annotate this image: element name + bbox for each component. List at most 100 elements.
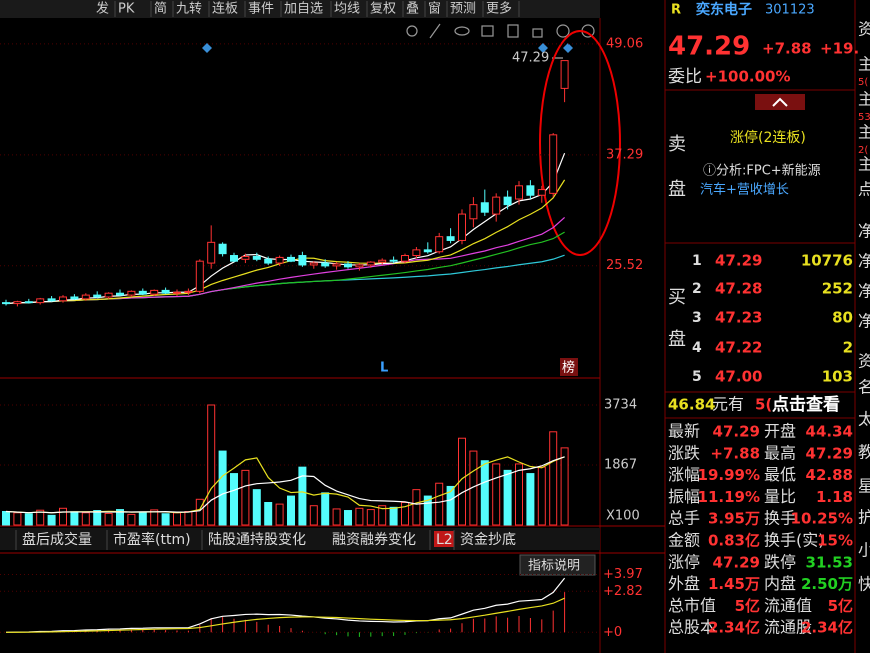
bid-volume: 252	[822, 280, 853, 298]
icon	[532, 28, 543, 38]
volume-bar	[366, 509, 375, 526]
candle-body	[36, 298, 45, 304]
toolbar-button[interactable]: 九转	[176, 2, 202, 17]
dea-line	[5, 597, 565, 633]
volume-bar	[560, 447, 569, 526]
event-markers	[202, 43, 573, 53]
tab[interactable]: 资金抄底	[460, 532, 516, 548]
toolbar-button[interactable]: 事件	[248, 2, 274, 17]
candle-body	[275, 256, 284, 264]
candle-body	[161, 289, 170, 294]
candle-body	[138, 290, 147, 295]
volume-bar	[537, 466, 546, 526]
candle-body	[435, 236, 444, 253]
toolbar-button[interactable]: PK	[118, 2, 135, 17]
stat-value: 44.34	[806, 423, 853, 441]
side-text: 名	[858, 378, 870, 397]
volume-bar	[70, 511, 79, 526]
toolbar-button[interactable]: 连板	[212, 1, 238, 17]
volume-bar	[298, 466, 307, 526]
side-text: 教	[858, 443, 870, 462]
volume-bar	[355, 507, 364, 526]
stat-value: 10.25%	[791, 510, 853, 528]
candle-body	[241, 255, 250, 260]
indicator-button[interactable]: 指标说明	[528, 559, 580, 574]
stat-label: 涨跌	[668, 443, 700, 462]
volume-bar	[435, 482, 444, 526]
flag: R	[671, 3, 681, 18]
analysis2: 汽车+营收增长	[700, 182, 789, 198]
stat-label: 开盘	[764, 422, 796, 441]
price-tick-label: 25.52	[606, 258, 643, 273]
analysis: ⓘ分析:FPC+新能源	[703, 163, 821, 179]
tab[interactable]: L2	[436, 532, 453, 548]
tab[interactable]: 陆股通持股变化	[208, 532, 306, 548]
toolbar-button[interactable]: 均线	[334, 2, 360, 17]
indicator-btn-bg[interactable]	[519, 554, 596, 576]
toolbar-button[interactable]: 更多	[486, 1, 512, 17]
toolbar-button[interactable]: 加自选	[284, 2, 323, 17]
volume-bar	[389, 506, 398, 526]
expand-button[interactable]	[755, 94, 805, 110]
stat-label: 内盘	[764, 574, 796, 593]
toolbar-button[interactable]: 简	[154, 1, 167, 17]
stat-label: 金额	[668, 531, 700, 550]
stock-code: 301123	[765, 3, 815, 18]
bid-price: 47.29	[715, 252, 762, 270]
side-text: 主	[858, 123, 870, 142]
volume-bar	[173, 512, 181, 526]
promo-link[interactable]: 点击查看	[772, 394, 840, 415]
candle-body	[492, 196, 501, 215]
candle-body	[389, 259, 398, 262]
stock-name: 奕东电子	[696, 1, 752, 18]
volume-bar	[344, 510, 352, 526]
tab[interactable]: 市盈率(ttm)	[113, 531, 191, 548]
candle-body	[70, 296, 79, 300]
price-tick-label: 49.06	[606, 36, 643, 51]
stat-value: 19.99%	[698, 466, 760, 484]
volume-bar	[36, 509, 45, 526]
diamond	[202, 43, 212, 53]
volume-bar	[161, 513, 170, 526]
candle-body	[309, 262, 318, 266]
stat-value: 1.18	[816, 488, 853, 506]
volume-bar	[503, 469, 512, 526]
dif-line	[5, 577, 566, 633]
volume-bar	[230, 473, 238, 526]
ind-tick-label: +2.82	[603, 584, 643, 599]
bid-level: 3	[692, 310, 702, 326]
stat-value: 11.19%	[698, 488, 760, 506]
tab[interactable]: 盘后成交量	[22, 531, 92, 548]
toolbar-button[interactable]: 复权	[370, 1, 396, 17]
candle-body	[378, 259, 387, 263]
candle-body	[104, 292, 113, 298]
ind-tick-label: +0	[603, 625, 622, 640]
stat-label: 跌停	[764, 552, 796, 571]
toolbar-button[interactable]: 预测	[450, 2, 476, 17]
volume-bar	[81, 512, 90, 526]
candle-body	[298, 255, 307, 266]
bid-price: 47.23	[715, 309, 762, 327]
volume-bar	[127, 513, 136, 526]
volume-bar	[138, 511, 147, 526]
side-text: 净	[858, 282, 870, 301]
tab-l2-bg	[434, 531, 454, 547]
tab[interactable]: 融资融券变化	[332, 532, 416, 548]
candle-body	[116, 292, 124, 296]
promo: 元有	[712, 395, 744, 414]
toolbar-button[interactable]: 发	[96, 1, 109, 17]
side-text: 主	[858, 55, 870, 74]
sell-label: 卖	[668, 134, 686, 155]
volume-bar	[458, 437, 466, 526]
bid-level: 4	[692, 340, 702, 356]
toolbar-button[interactable]: 窗	[428, 1, 441, 17]
icon	[507, 24, 519, 38]
side-text: 53	[858, 112, 870, 123]
stat-label: 最新	[668, 422, 700, 441]
volume-bar	[423, 495, 432, 526]
volume-bar	[218, 450, 227, 526]
bid-volume: 103	[822, 368, 853, 386]
toolbar-button[interactable]: 叠	[406, 2, 419, 17]
volume-bar	[412, 489, 421, 526]
candle-body	[321, 262, 330, 267]
